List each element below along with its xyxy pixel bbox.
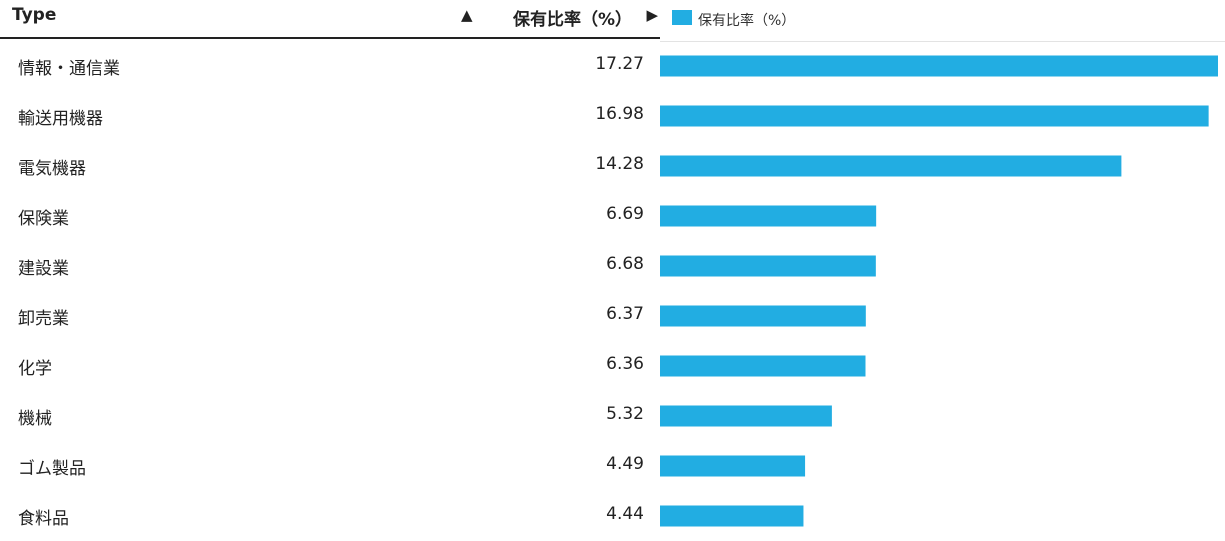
category-label: 情報・通信業 — [18, 59, 120, 79]
bar[interactable] — [660, 105, 1209, 127]
table-row: 保険業 6.69 — [0, 191, 660, 241]
bar[interactable] — [660, 305, 866, 327]
category-label: 機械 — [18, 409, 52, 429]
bar[interactable] — [660, 55, 1218, 77]
column-header-ratio[interactable]: 保有比率（%） — [512, 10, 632, 30]
bar[interactable] — [660, 455, 806, 477]
table-row: ゴム製品 4.49 — [0, 441, 660, 491]
bar[interactable] — [660, 205, 877, 227]
value-label: 16.98 — [595, 104, 644, 124]
table-row: 食料品 4.44 — [0, 491, 660, 541]
table-row: 輸送用機器 16.98 — [0, 91, 660, 141]
table-header: Type ▲ 保有比率（%） ▶ — [0, 0, 660, 39]
table-row: 電気機器 14.28 — [0, 141, 660, 191]
chart-legend: 保有比率（%） — [660, 0, 1225, 42]
legend-swatch — [672, 10, 692, 25]
legend-label[interactable]: 保有比率（%） — [698, 13, 796, 29]
category-label: 化学 — [18, 359, 52, 379]
value-label: 6.68 — [606, 254, 644, 274]
category-label: 保険業 — [18, 209, 69, 229]
value-label: 6.69 — [606, 204, 644, 224]
bar[interactable] — [660, 255, 876, 277]
category-label: 輸送用機器 — [18, 109, 103, 129]
sort-ascending-icon[interactable]: ▲ — [461, 6, 473, 24]
bar[interactable] — [660, 355, 866, 377]
category-label: 食料品 — [18, 509, 69, 529]
value-label: 14.28 — [595, 154, 644, 174]
table-row: 情報・通信業 17.27 — [0, 41, 660, 91]
table-row: 建設業 6.68 — [0, 241, 660, 291]
holdings-table: Type ▲ 保有比率（%） ▶ 情報・通信業 17.27 輸送用機器 16.98 電気… — [0, 0, 660, 529]
value-label: 17.27 — [595, 54, 644, 74]
category-label: 卸売業 — [18, 309, 69, 329]
category-label: 電気機器 — [18, 159, 86, 179]
value-label: 4.44 — [606, 504, 644, 524]
expand-chart-icon[interactable]: ▶ — [646, 6, 658, 24]
bar-chart: 保有比率（%） — [660, 0, 1225, 532]
column-header-type[interactable]: Type — [12, 5, 57, 25]
category-label: 建設業 — [18, 259, 69, 279]
bar-plot-area — [660, 55, 1218, 527]
value-label: 6.37 — [606, 304, 644, 324]
table-row: 化学 6.36 — [0, 341, 660, 391]
bar[interactable] — [660, 505, 804, 527]
category-label: ゴム製品 — [18, 459, 86, 479]
bar[interactable] — [660, 155, 1122, 177]
value-label: 4.49 — [606, 454, 644, 474]
bar[interactable] — [660, 405, 832, 427]
value-label: 5.32 — [606, 404, 644, 424]
table-row: 機械 5.32 — [0, 391, 660, 441]
table-row: 卸売業 6.37 — [0, 291, 660, 341]
value-label: 6.36 — [606, 354, 644, 374]
